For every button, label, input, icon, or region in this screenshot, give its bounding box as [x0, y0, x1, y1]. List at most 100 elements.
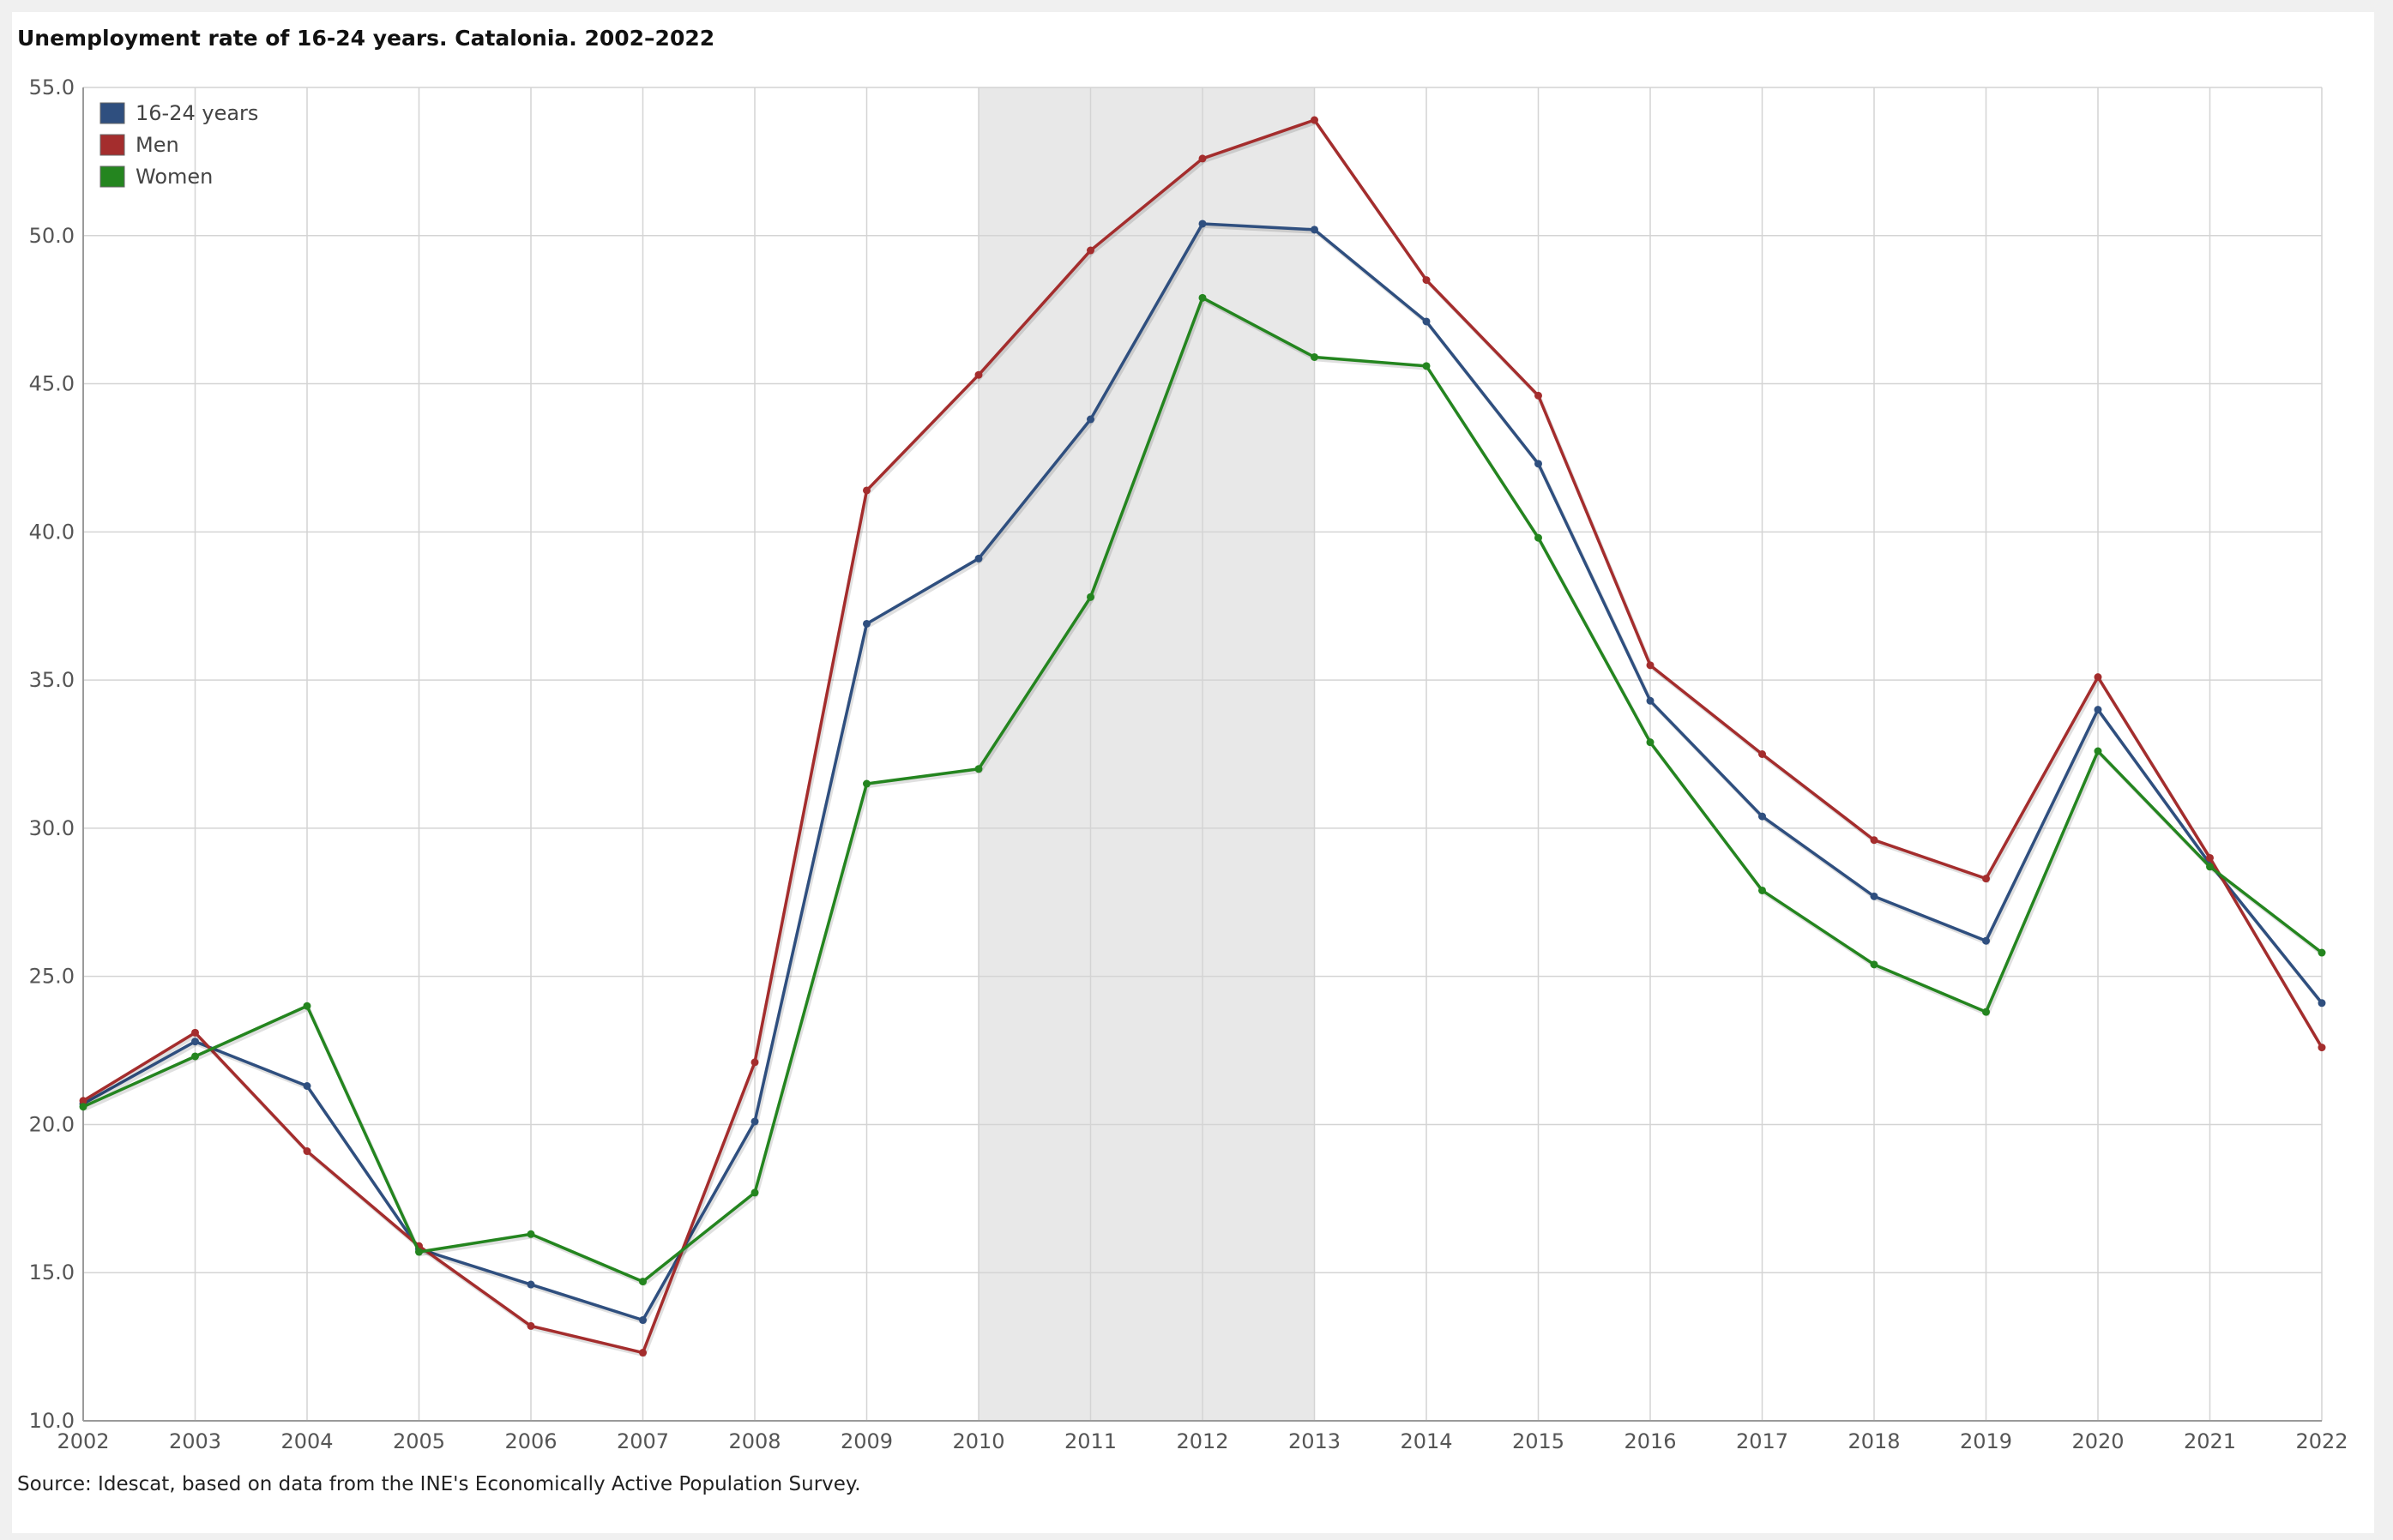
data-point[interactable]	[974, 765, 983, 773]
x-tick-label: 2004	[280, 1429, 333, 1453]
data-point[interactable]	[79, 1097, 87, 1105]
x-tick-label: 2005	[393, 1429, 445, 1453]
data-point[interactable]	[863, 779, 871, 788]
x-tick-label: 2006	[504, 1429, 557, 1453]
data-point[interactable]	[863, 486, 871, 495]
x-tick-label: 2019	[1960, 1429, 2012, 1453]
x-tick-label: 2003	[169, 1429, 221, 1453]
data-point[interactable]	[974, 370, 983, 379]
x-tick-label: 2009	[841, 1429, 893, 1453]
data-point[interactable]	[750, 1058, 759, 1067]
data-point[interactable]	[1534, 460, 1542, 468]
data-point[interactable]	[1982, 875, 1990, 883]
data-point[interactable]	[415, 1248, 423, 1256]
chart-source-note: Source: Idescat, based on data from the …	[17, 1473, 861, 1495]
data-point[interactable]	[1646, 661, 1655, 670]
data-point[interactable]	[2206, 863, 2214, 871]
shaded-period-band	[979, 87, 1315, 1421]
y-tick-label: 55.0	[29, 75, 75, 99]
data-point[interactable]	[1087, 593, 1094, 601]
x-tick-label: 2016	[1624, 1429, 1676, 1453]
data-point[interactable]	[1087, 415, 1094, 424]
x-tick-label: 2020	[2071, 1429, 2124, 1453]
legend-label: Women	[136, 165, 213, 189]
data-point[interactable]	[1422, 362, 1431, 370]
legend-swatch	[99, 165, 125, 188]
x-tick-label: 2012	[1176, 1429, 1228, 1453]
legend-swatch	[99, 102, 125, 124]
data-point[interactable]	[2094, 747, 2102, 755]
y-tick-label: 15.0	[29, 1260, 75, 1284]
x-tick-label: 2007	[617, 1429, 669, 1453]
data-point[interactable]	[750, 1117, 759, 1126]
data-point[interactable]	[1870, 836, 1878, 845]
data-point[interactable]	[639, 1316, 647, 1325]
data-point[interactable]	[1198, 293, 1207, 302]
data-point[interactable]	[863, 619, 871, 628]
data-point[interactable]	[639, 1349, 647, 1357]
y-tick-label: 50.0	[29, 224, 75, 248]
data-point[interactable]	[974, 554, 983, 562]
data-point[interactable]	[1982, 936, 1990, 945]
x-tick-label: 2010	[952, 1429, 1004, 1453]
data-point[interactable]	[1758, 750, 1766, 758]
data-point[interactable]	[191, 1028, 199, 1037]
y-tick-label: 10.0	[29, 1409, 75, 1433]
chart-title: Unemployment rate of 16-24 years. Catalo…	[17, 26, 715, 51]
data-point[interactable]	[639, 1278, 647, 1286]
data-point[interactable]	[1870, 892, 1878, 900]
data-point[interactable]	[1646, 696, 1655, 705]
data-point[interactable]	[527, 1321, 535, 1330]
data-point[interactable]	[303, 1082, 311, 1091]
data-point[interactable]	[191, 1038, 199, 1046]
data-point[interactable]	[1311, 116, 1318, 124]
data-point[interactable]	[1534, 533, 1542, 542]
data-point[interactable]	[1198, 154, 1207, 163]
data-point[interactable]	[1422, 276, 1431, 285]
data-point[interactable]	[2318, 999, 2326, 1008]
data-point[interactable]	[2318, 948, 2326, 957]
data-point[interactable]	[1311, 352, 1318, 361]
x-tick-label: 2002	[57, 1429, 109, 1453]
legend-label: Men	[136, 133, 179, 157]
x-tick-label: 2021	[2184, 1429, 2236, 1453]
y-tick-label: 40.0	[29, 520, 75, 544]
data-point[interactable]	[2318, 1044, 2326, 1052]
data-point[interactable]	[2094, 673, 2102, 682]
x-tick-label: 2018	[1847, 1429, 1900, 1453]
data-point[interactable]	[191, 1052, 199, 1061]
legend-label: 16-24 years	[136, 101, 258, 125]
data-point[interactable]	[303, 1002, 311, 1010]
y-tick-label: 20.0	[29, 1112, 75, 1136]
legend-swatch	[99, 134, 125, 156]
data-point[interactable]	[303, 1147, 311, 1156]
y-tick-label: 45.0	[29, 372, 75, 396]
y-tick-label: 35.0	[29, 668, 75, 692]
y-tick-label: 30.0	[29, 816, 75, 840]
x-tick-label: 2015	[1512, 1429, 1564, 1453]
data-point[interactable]	[1758, 886, 1766, 894]
data-point[interactable]	[1982, 1008, 1990, 1016]
data-point[interactable]	[1534, 391, 1542, 400]
data-point[interactable]	[1646, 738, 1655, 747]
data-point[interactable]	[527, 1280, 535, 1289]
x-tick-label: 2011	[1064, 1429, 1117, 1453]
x-tick-label: 2008	[728, 1429, 781, 1453]
data-point[interactable]	[1311, 226, 1318, 234]
data-point[interactable]	[750, 1188, 759, 1197]
data-point[interactable]	[1870, 960, 1878, 969]
data-point[interactable]	[2094, 706, 2102, 714]
data-point[interactable]	[79, 1103, 87, 1111]
x-tick-label: 2014	[1400, 1429, 1452, 1453]
y-tick-label: 25.0	[29, 965, 75, 989]
data-point[interactable]	[2206, 853, 2214, 862]
data-point[interactable]	[1422, 317, 1431, 326]
data-point[interactable]	[1087, 246, 1094, 255]
x-tick-label: 2013	[1288, 1429, 1341, 1453]
x-tick-label: 2022	[2295, 1429, 2348, 1453]
x-tick-label: 2017	[1736, 1429, 1788, 1453]
data-point[interactable]	[1198, 220, 1207, 228]
data-point[interactable]	[527, 1230, 535, 1238]
data-point[interactable]	[1758, 812, 1766, 821]
